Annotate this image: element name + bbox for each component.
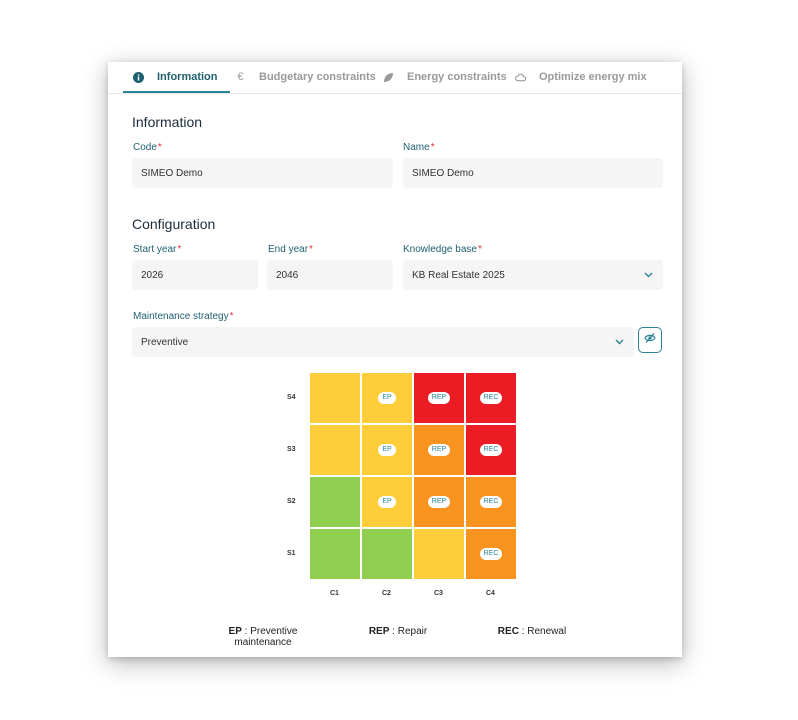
matrix-cell: [310, 529, 360, 579]
end-year-label: End year*: [268, 244, 313, 255]
tab-optimize-energy-mix[interactable]: Optimize energy mix: [515, 62, 647, 92]
project-form-card: Information € Budgetary constraints Ener…: [108, 62, 682, 657]
matrix-cell: REC: [466, 373, 516, 423]
matrix-cell: REP: [414, 373, 464, 423]
knowledge-base-value: KB Real Estate 2025: [412, 269, 505, 281]
start-year-input[interactable]: 2026: [132, 260, 258, 290]
column-label: C2: [382, 590, 391, 597]
matrix-cell-tag: REP: [427, 392, 451, 404]
required-mark: *: [157, 142, 162, 153]
code-input[interactable]: SIMEO Demo: [132, 158, 393, 188]
matrix-cell: EP: [362, 373, 412, 423]
column-label: C3: [434, 590, 443, 597]
knowledge-base-select[interactable]: KB Real Estate 2025: [403, 260, 663, 290]
matrix-cell: [414, 529, 464, 579]
matrix-cell: REP: [414, 425, 464, 475]
cloud-icon: [515, 72, 526, 83]
matrix-cell-tag: REC: [479, 444, 503, 456]
matrix-cell-tag: REP: [427, 444, 451, 456]
tab-label: Energy constraints: [407, 71, 507, 83]
row-label: S4: [287, 394, 296, 401]
toggle-matrix-visibility-button[interactable]: [638, 327, 662, 353]
end-year-input[interactable]: 2046: [267, 260, 393, 290]
leaf-icon: [383, 72, 394, 83]
matrix-cell: EP: [362, 477, 412, 527]
matrix-cell-tag: EP: [378, 444, 396, 456]
matrix-cell-tag: REP: [427, 496, 451, 508]
column-label: C1: [330, 590, 339, 597]
info-icon: [133, 71, 144, 83]
maintenance-strategy-label: Maintenance strategy*: [133, 311, 234, 322]
tab-budgetary-constraints[interactable]: € Budgetary constraints: [235, 62, 376, 92]
legend-ep: EP : Preventive maintenance: [228, 626, 298, 648]
tab-information[interactable]: Information: [123, 62, 229, 93]
matrix-cell: [362, 529, 412, 579]
maintenance-strategy-select[interactable]: Preventive: [132, 327, 634, 357]
row-label: S2: [287, 498, 296, 505]
row-label: S3: [287, 446, 296, 453]
matrix-cell: REP: [414, 477, 464, 527]
maintenance-strategy-value: Preventive: [141, 336, 189, 348]
chevron-down-icon: [614, 336, 625, 347]
matrix-cell-tag: REC: [479, 548, 503, 560]
matrix-cell: [310, 425, 360, 475]
matrix-cell-tag: REC: [479, 496, 503, 508]
matrix-cell-tag: REC: [479, 392, 503, 404]
tab-label: Information: [157, 71, 218, 83]
legend-rec: REC : Renewal: [497, 626, 567, 637]
end-year-value: 2046: [276, 269, 299, 281]
start-year-value: 2026: [141, 269, 164, 281]
required-mark: *: [430, 142, 435, 153]
information-heading: Information: [132, 114, 203, 130]
name-label: Name*: [403, 142, 435, 153]
chevron-down-icon: [643, 269, 654, 280]
tab-label: Optimize energy mix: [539, 71, 647, 83]
start-year-label: Start year*: [133, 244, 182, 255]
name-input[interactable]: SIMEO Demo: [403, 158, 663, 188]
matrix-cell-tag: EP: [378, 392, 396, 404]
tab-label: Budgetary constraints: [259, 71, 376, 83]
matrix-cell: [310, 477, 360, 527]
column-label: C4: [486, 590, 495, 597]
matrix-cell: EP: [362, 425, 412, 475]
required-mark: *: [177, 244, 182, 255]
matrix-cell: REC: [466, 529, 516, 579]
eye-off-icon: [644, 331, 656, 349]
matrix-cell: REC: [466, 477, 516, 527]
tab-bar: Information € Budgetary constraints Ener…: [108, 62, 682, 94]
code-label: Code*: [133, 142, 162, 153]
configuration-heading: Configuration: [132, 216, 216, 232]
euro-icon: €: [237, 71, 244, 83]
matrix-cell: [310, 373, 360, 423]
required-mark: *: [229, 311, 234, 322]
knowledge-base-label: Knowledge base*: [403, 244, 482, 255]
matrix-cell-tag: EP: [378, 496, 396, 508]
row-label: S1: [287, 550, 296, 557]
legend-rep: REP : Repair: [368, 626, 428, 637]
tab-energy-constraints[interactable]: Energy constraints: [383, 62, 507, 92]
required-mark: *: [309, 244, 313, 255]
name-value: SIMEO Demo: [412, 167, 474, 179]
required-mark: *: [477, 244, 482, 255]
code-value: SIMEO Demo: [141, 167, 203, 179]
matrix-cell: REC: [466, 425, 516, 475]
